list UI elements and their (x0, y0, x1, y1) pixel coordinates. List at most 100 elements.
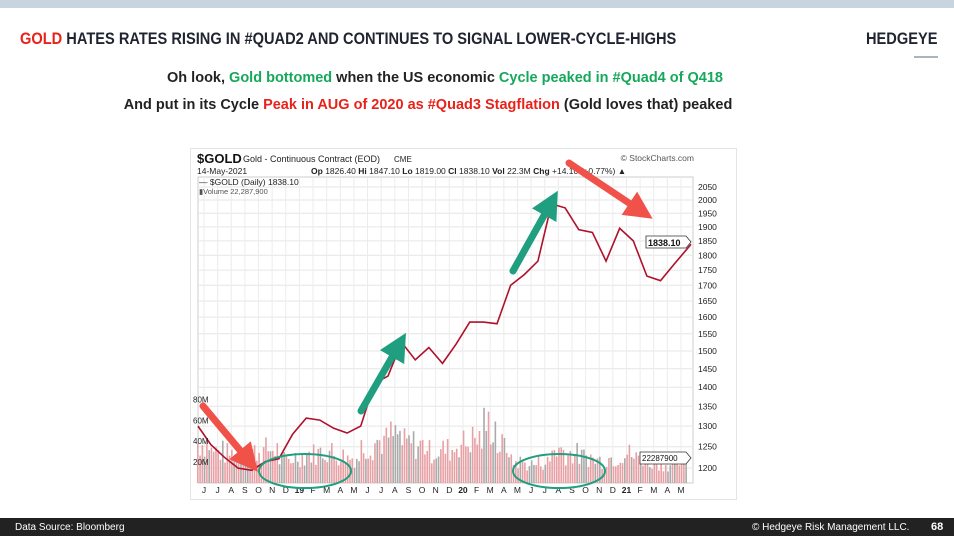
volume-bar (539, 466, 542, 483)
price-tick-label: 1800 (698, 250, 717, 260)
volume-bar (558, 447, 560, 483)
volume-bar (399, 430, 401, 483)
volume-bar (619, 462, 622, 483)
volume-bar (678, 465, 681, 483)
volume-bar (589, 454, 592, 483)
volume-bar (517, 468, 519, 483)
volume-bar (426, 450, 429, 483)
plot-area (197, 176, 694, 484)
volume-bar (533, 464, 535, 483)
volume-bar (346, 455, 349, 483)
title-highlight: GOLD (20, 29, 63, 48)
volume-bar (628, 444, 631, 483)
volume-bar (369, 455, 372, 483)
chart-symbol: $GOLD (197, 151, 242, 166)
volume-bar (503, 437, 506, 483)
volume-bar (599, 456, 601, 483)
volume-bar (519, 456, 522, 483)
volume-bar (467, 446, 469, 483)
volume-bar (605, 466, 608, 483)
subtitle-line-1: Oh look, Gold bottomed when the US econo… (0, 70, 890, 86)
volume-bar (287, 459, 290, 483)
red-arrow-decline (565, 159, 653, 219)
volume-bar (501, 434, 503, 483)
volume-bar (335, 460, 338, 483)
volume-bar (233, 461, 235, 483)
price-tick-label: 1750 (698, 265, 717, 275)
volume-bar (614, 466, 617, 483)
month-tick-label: M (350, 485, 357, 495)
volume-bar (276, 443, 279, 483)
volume-bar (594, 463, 597, 483)
price-tick-label: 1200 (698, 463, 717, 473)
month-tick-label: D (610, 485, 616, 495)
volume-bar (490, 444, 492, 483)
volume-bar (285, 455, 288, 483)
volume-bar (610, 457, 612, 483)
volume-bar (410, 443, 413, 483)
volume-bar (476, 444, 478, 483)
volume-bar (499, 451, 501, 483)
volume-bar (256, 460, 258, 483)
volume-bar (242, 459, 245, 483)
legend-price: — $GOLD (Daily) 1838.10 (199, 177, 299, 187)
line2-seg: (Gold loves that) peaked (559, 97, 733, 113)
gold-chart: 1200 1250 1300 1350 1400 1450 1500 1550 1600 1650… (190, 148, 737, 500)
volume-bar (392, 436, 394, 483)
volume-bar (296, 461, 299, 483)
volume-bar (685, 464, 687, 483)
volume-bar (508, 457, 510, 483)
volume-bar (362, 453, 365, 483)
volume-bar (374, 443, 376, 483)
volume-bar (201, 445, 204, 483)
month-tick-label: N (269, 485, 275, 495)
volume-bar (487, 411, 490, 483)
volume-bar (662, 471, 665, 483)
month-tick-label: J (202, 485, 206, 495)
volume-bar (278, 464, 281, 483)
volume-bar (251, 449, 254, 483)
month-tick-label: A (556, 485, 562, 495)
month-tick-label: M (514, 485, 521, 495)
volume-bar (308, 451, 310, 483)
volume-bar (353, 467, 356, 483)
volume-bar (680, 455, 683, 483)
volume-bar (290, 463, 292, 483)
data-source: Data Source: Bloomberg (15, 522, 125, 533)
legend-volume: ▮Volume 22,287,900 (199, 187, 268, 196)
volume-bar (485, 430, 488, 483)
svg-text:1838.10: 1838.10 (648, 238, 681, 248)
volume-bar (267, 451, 270, 483)
volume-tick-label: 20M (193, 458, 209, 467)
volume-bar (367, 458, 369, 483)
volume-bar (408, 435, 410, 483)
bottom-circle (258, 453, 352, 489)
volume-bar (383, 435, 385, 483)
svg-text:22287900: 22287900 (642, 454, 678, 463)
top-bar (0, 0, 954, 8)
volume-bar (444, 453, 447, 483)
month-tick-label: M (487, 485, 494, 495)
volume-bar (626, 454, 628, 483)
volume-bar (471, 426, 474, 483)
volume-bar (342, 449, 344, 483)
volume-bar (526, 470, 528, 483)
volume-bar (635, 452, 637, 483)
volume-bar (658, 470, 660, 483)
month-axis: J J A S O N D 19 F M A M J J A S O N D 20 F M A M J J A S O N D 21 F M A M (202, 485, 685, 495)
volume-bar (387, 437, 390, 483)
volume-bar (478, 430, 481, 483)
volume-bar (219, 459, 222, 483)
volume-bar (299, 467, 301, 483)
month-tick-label: A (337, 485, 343, 495)
volume-bar (555, 456, 558, 483)
volume-bar (221, 440, 224, 483)
volume-bar (417, 446, 419, 483)
volume-bar (244, 464, 247, 483)
price-tick-label: 1500 (698, 346, 717, 356)
month-tick-label: S (242, 485, 248, 495)
volume-bar (206, 440, 208, 483)
volume-bar (281, 453, 283, 483)
volume-bar (371, 460, 374, 483)
price-tick-label: 1450 (698, 364, 717, 374)
